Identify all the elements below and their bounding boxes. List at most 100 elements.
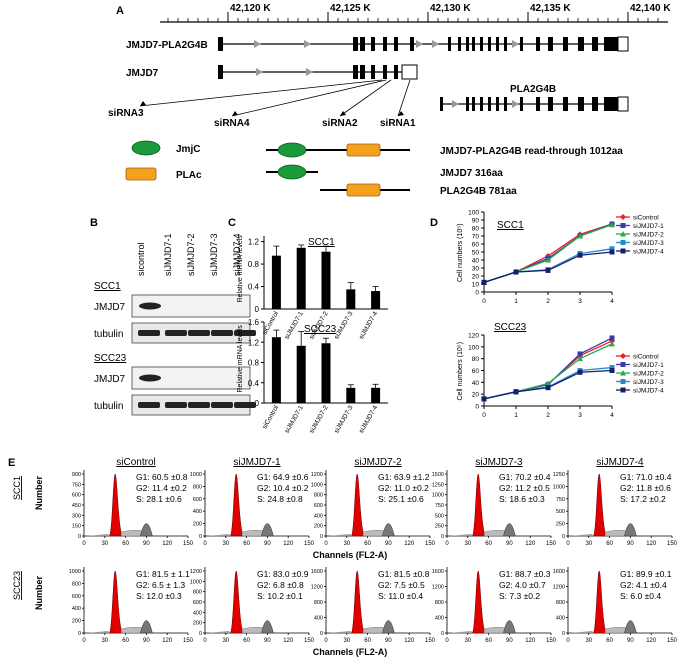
line-x-tick-label: 2 — [546, 298, 550, 305]
hist-y-tick-label: 450 — [72, 503, 81, 509]
hist-x-tick-label: 120 — [646, 541, 657, 547]
strand-arrow — [432, 40, 439, 48]
hist-x-tick-label: 30 — [464, 541, 471, 547]
hist-y-tick-label: 400 — [314, 616, 323, 622]
phase-stat: G2: 4.0 ±0.7 — [499, 580, 546, 590]
exon — [440, 97, 443, 111]
hist-y-tick-label: 1000 — [190, 472, 202, 478]
bar-category-label: siJMJD7-4 — [358, 310, 380, 340]
hist-x-tick-label: 120 — [283, 541, 294, 547]
strand-arrow — [306, 68, 313, 76]
g1-peak — [108, 473, 124, 537]
exon — [563, 97, 568, 111]
hist-y-tick-label: 500 — [556, 509, 565, 515]
hist-x-tick-label: 90 — [627, 541, 634, 547]
hist-y-tick-label: 0 — [562, 534, 565, 540]
hist-x-tick-label: 0 — [324, 638, 328, 644]
bar-y-tick-label: 1.6 — [248, 318, 260, 327]
legend-label: siJMJD7-3 — [633, 379, 664, 386]
line-x-tick-label: 0 — [482, 298, 486, 305]
exon — [480, 37, 483, 51]
hist-x-tick-label: 0 — [324, 541, 328, 547]
hist-y-tick-label: 800 — [556, 600, 565, 606]
hist-y-tick-label: 500 — [435, 513, 444, 519]
hist-x-tick-label: 30 — [222, 541, 229, 547]
g2-peak — [140, 620, 153, 634]
line-y-tick-label: 40 — [472, 380, 480, 387]
exon — [536, 97, 540, 111]
hist-y-tick-label: 1250 — [432, 482, 444, 488]
g2-peak — [140, 523, 153, 537]
exon — [536, 37, 540, 51]
exon — [394, 65, 398, 79]
tubulin-band — [234, 402, 256, 408]
panel-a-letter: A — [116, 5, 124, 17]
hist-x-tick-label: 150 — [425, 541, 436, 547]
tubulin-band — [165, 330, 187, 336]
hist-y-tick-label: 1200 — [311, 585, 323, 591]
legend-marker — [620, 353, 626, 359]
bar-y-tick-label: 0.8 — [248, 359, 260, 368]
phase-stat: S: 24.8 ±0.8 — [257, 494, 303, 504]
hist-y-tick-label: 1000 — [190, 579, 202, 585]
hist-y-tick-label: 1600 — [311, 569, 323, 575]
hist-y-tick-label: 750 — [556, 497, 565, 503]
histogram-title: siJMJD7-2 — [354, 457, 402, 468]
g2-peak — [261, 523, 274, 537]
tubulin-band — [138, 402, 160, 408]
hist-x-tick-label: 90 — [264, 638, 271, 644]
exon — [360, 37, 365, 51]
hist-x-tick-label: 60 — [364, 541, 371, 547]
line-y-tick-label: 80 — [472, 226, 480, 233]
line-y-tick-label: 100 — [468, 210, 479, 217]
exon — [394, 37, 398, 51]
bar-y-tick-label: 0.4 — [248, 379, 260, 388]
tubulin-band — [138, 330, 160, 336]
bar — [271, 337, 281, 403]
hist-y-tick-label: 1200 — [432, 585, 444, 591]
line-x-tick-label: 3 — [578, 298, 582, 305]
exon — [563, 37, 568, 51]
bar — [296, 247, 306, 309]
hist-y-tick-label: 600 — [193, 497, 202, 503]
hist-y-tick-label: 0 — [441, 534, 444, 540]
band-label-tubulin: tubulin — [94, 401, 123, 412]
data-point — [609, 221, 615, 228]
line-x-tick-label: 1 — [514, 298, 518, 305]
hist-y-tick-label: 400 — [314, 513, 323, 519]
bar — [371, 387, 381, 403]
hist-x-tick-label: 120 — [404, 541, 415, 547]
legend-marker — [620, 362, 626, 367]
bar-y-tick-label: 1.2 — [248, 238, 260, 247]
exon — [592, 37, 598, 51]
tubulin-band — [211, 330, 233, 336]
tubulin-band — [188, 330, 210, 336]
panel-b-letter: B — [90, 217, 98, 229]
phase-stat: S: 12.0 ±0.3 — [136, 591, 182, 601]
sirna-arrowhead — [232, 111, 238, 116]
hist-y-tick-label: 300 — [72, 513, 81, 519]
exon — [458, 37, 461, 51]
bar-category-label: siJMJD7-1 — [284, 310, 306, 340]
exon — [504, 37, 507, 51]
exon — [353, 37, 358, 51]
sirna-label-3: siRNA2 — [322, 118, 358, 129]
tubulin-band — [211, 402, 233, 408]
phase-stat: G2: 11.8 ±0.6 — [620, 483, 671, 493]
exon — [410, 37, 414, 51]
exon — [466, 97, 469, 111]
data-point — [609, 340, 615, 347]
phase-stat: G2: 11.0 ±0.2 — [378, 483, 429, 493]
hist-x-tick-label: 60 — [606, 541, 613, 547]
hist-x-tick-label: 60 — [606, 638, 613, 644]
g2-peak — [261, 620, 274, 634]
exon — [592, 97, 598, 111]
lane-label: siJMJD7-1 — [163, 233, 173, 276]
hist-x-tick-label: 0 — [203, 638, 207, 644]
bar — [371, 291, 381, 309]
hist-y-tick-label: 250 — [556, 522, 565, 528]
exon — [383, 37, 387, 51]
hist-y-tick-label: 0 — [320, 631, 323, 637]
hist-y-tick-label: 150 — [72, 524, 81, 530]
hist-x-tick-label: 0 — [82, 638, 86, 644]
